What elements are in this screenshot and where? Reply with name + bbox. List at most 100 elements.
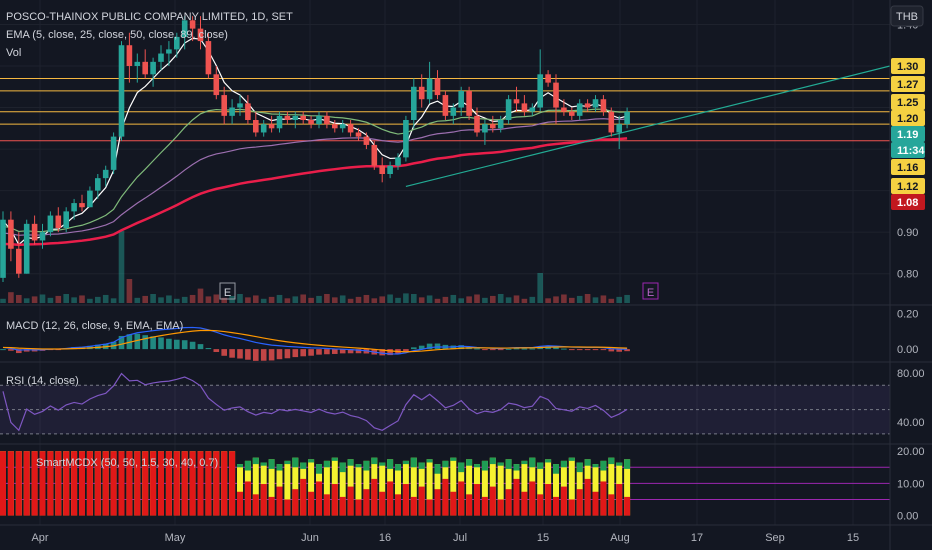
macd-histogram-bar (284, 349, 291, 359)
cdx-green-bar (481, 460, 488, 471)
volume-bar (276, 294, 283, 303)
cdx-green-bar (568, 457, 575, 461)
cdx-yellow-bar (489, 457, 496, 516)
price-tag-yellow (891, 110, 925, 126)
cdx-red-bar (450, 491, 457, 516)
volume-bar (110, 298, 117, 303)
volume-bar (150, 294, 156, 303)
macd-histogram-bar (276, 349, 283, 360)
candle-body (387, 165, 393, 174)
macd-histogram-bar (490, 349, 496, 351)
rsi-line (2, 372, 628, 432)
macd-histogram-bar (134, 333, 141, 350)
cdx-red-bar (600, 481, 607, 516)
cdx-red-bar (592, 491, 599, 516)
candle-body (584, 103, 591, 108)
cdx-red-bar (505, 489, 512, 516)
volume-bar (166, 295, 172, 303)
cdx-red-bar (284, 499, 291, 516)
cdx-red-bar (418, 486, 425, 516)
candle-body (118, 45, 125, 137)
macd-histogram-bar (403, 349, 409, 352)
time-tick-label: Apr (31, 532, 48, 544)
earnings-marker-1[interactable] (219, 282, 236, 300)
volume-bar (197, 288, 204, 303)
macd-histogram-bar (197, 344, 204, 350)
volume-bar (371, 298, 378, 303)
volume-bar (576, 295, 583, 303)
cdx-yellow-bar (395, 464, 401, 516)
volume-bar (237, 294, 243, 303)
volume-bar (537, 273, 543, 303)
cdx-green-bar (379, 462, 386, 466)
candle-body (355, 132, 362, 137)
earnings-marker-2[interactable] (642, 282, 659, 300)
volume-bar (569, 297, 575, 303)
volume-bar (450, 294, 457, 303)
candle-body (126, 45, 133, 66)
volume-bar (79, 295, 85, 303)
cdx-green-bar (323, 460, 330, 468)
price-tag-label: 1.25 (897, 97, 918, 109)
macd-histogram-bar (300, 349, 306, 357)
cdx-red-bar (489, 486, 496, 516)
cdx-red-bar (521, 491, 528, 516)
macd-histogram-bar (513, 348, 520, 350)
cdx-red-bar (244, 481, 251, 516)
cdx-green-bar (300, 462, 307, 469)
volume-bar (95, 296, 101, 303)
cdx-red-bar (308, 491, 315, 516)
volume-bar (584, 294, 591, 303)
volume-bar (387, 294, 393, 303)
cdx-red-bar (142, 451, 149, 516)
volume-bar (616, 296, 622, 303)
cdx-red-bar (458, 481, 465, 516)
cdx-red-bar (371, 478, 378, 516)
cdx-green-bar (489, 457, 496, 465)
cdx-red-bar (94, 451, 101, 516)
candle-body (253, 120, 259, 133)
vol-legend: Vol (6, 47, 21, 59)
cdx-red-bar (316, 481, 322, 516)
volume-bar (521, 298, 528, 303)
candle-body (545, 74, 551, 83)
macd-histogram-bar (142, 335, 148, 350)
cdx-green-bar (395, 464, 401, 471)
volume-bar (308, 297, 314, 303)
cdx-red-bar (23, 451, 30, 516)
cdx-red-bar (529, 481, 536, 516)
volume-bar (23, 298, 30, 303)
macd-histogram-bar (260, 349, 267, 361)
macd-histogram-bar (411, 347, 417, 350)
macd-histogram-bar (253, 349, 259, 361)
price-tag-label: 1.30 (897, 61, 918, 73)
rsi-pane (0, 372, 890, 435)
cdx-red-bar (252, 494, 259, 516)
cdx-green-bar (608, 457, 615, 465)
cdx-green-bar (347, 459, 354, 466)
cdx-red-bar (260, 484, 267, 516)
cdx-red-bar (150, 451, 157, 516)
volume-bar (339, 295, 346, 303)
cdx-red-bar (513, 478, 520, 516)
smart-mcdx-pane (0, 451, 890, 516)
cdx-green-bar (434, 464, 441, 474)
macd-histogram-bar (576, 349, 583, 351)
volume-bar (87, 298, 93, 303)
cdx-yellow-bar (292, 457, 299, 516)
volume-bar (505, 297, 512, 303)
candle-body (339, 124, 346, 129)
cdx-red-bar (229, 451, 236, 516)
cdx-red-bar (379, 491, 386, 516)
cdx-green-bar (363, 460, 370, 471)
macd-histogram-bar (418, 345, 425, 350)
currency-button[interactable] (890, 5, 924, 27)
cdx-red-bar (608, 494, 615, 516)
candle-body (102, 169, 109, 179)
volume-bar (332, 297, 338, 303)
candlesticks (0, 16, 630, 282)
cdx-red-bar (497, 499, 504, 516)
candle-body (482, 124, 488, 133)
